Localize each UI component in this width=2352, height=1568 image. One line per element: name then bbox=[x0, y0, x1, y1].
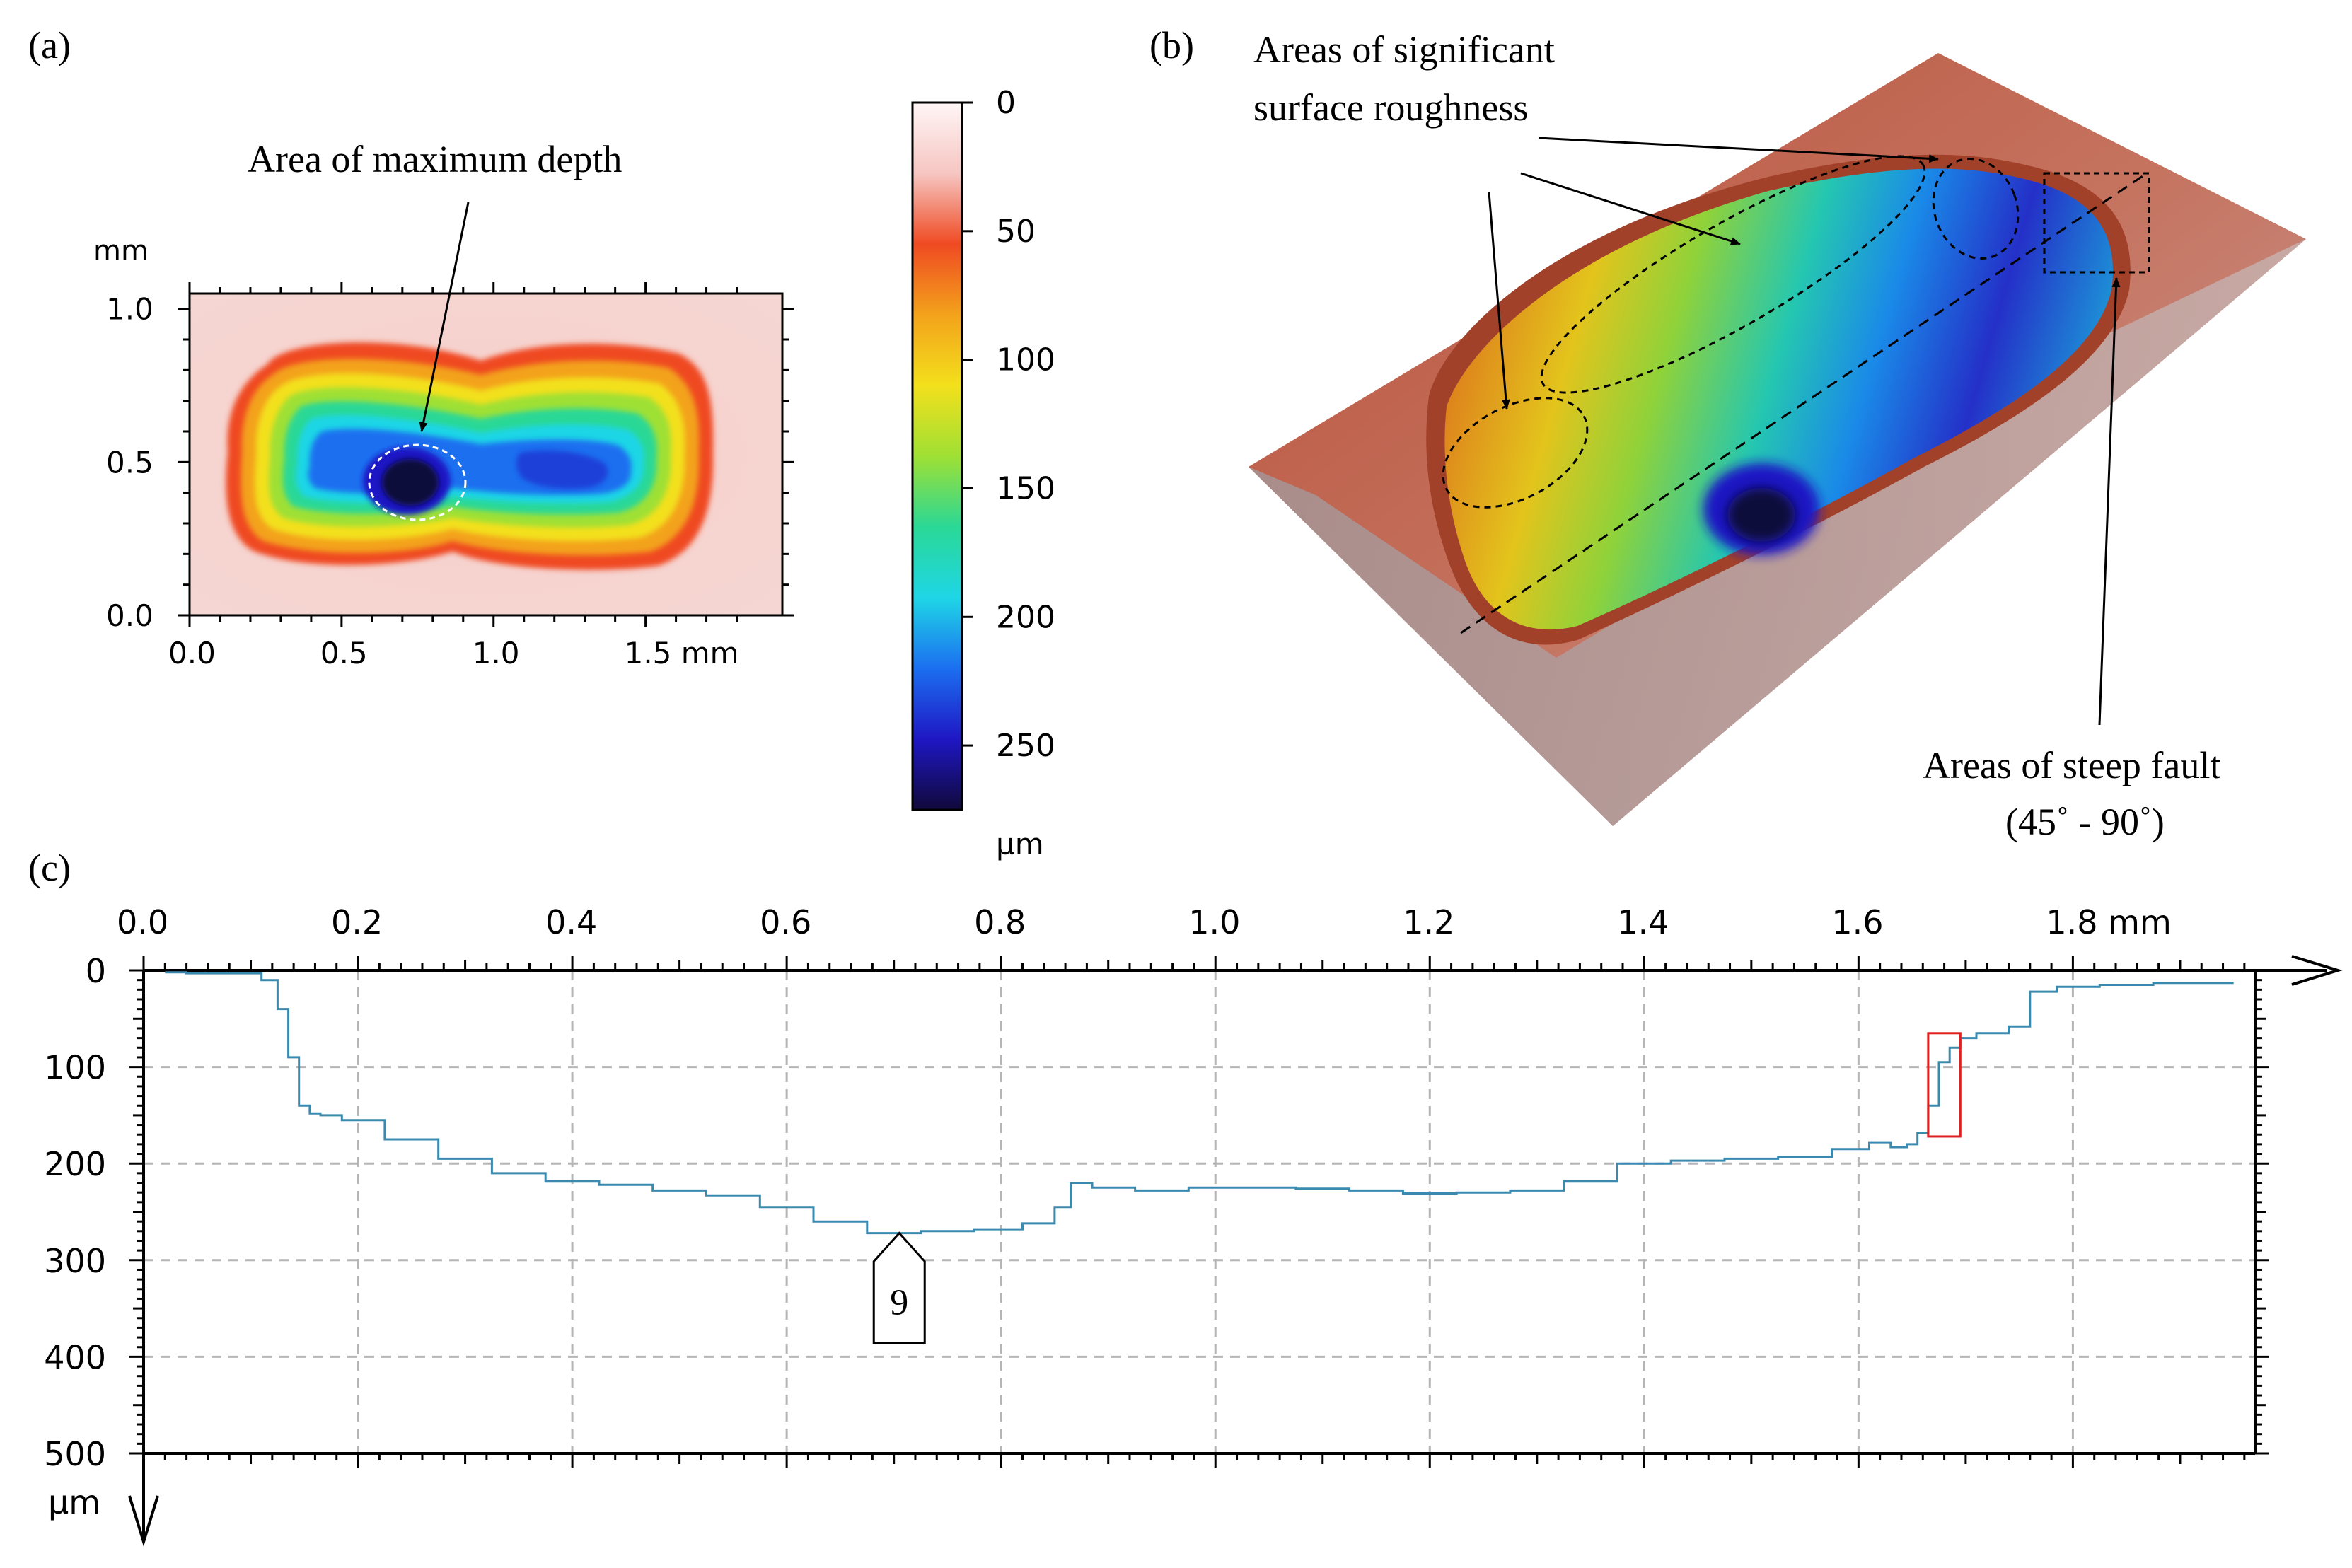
profile-line bbox=[1460, 172, 2148, 634]
profile-y-tick-label: 400 bbox=[44, 1338, 106, 1376]
profile-x-tick-label: 0.4 bbox=[545, 903, 597, 941]
profile-axes bbox=[128, 955, 2343, 1547]
heatmap-y-tick-label: 0.0 bbox=[106, 598, 153, 633]
fault-annotation-line2: (45˚ - 90˚) bbox=[2005, 801, 2165, 843]
heatmap-y-tick-label: 0.5 bbox=[106, 445, 153, 480]
max-depth-arrow bbox=[419, 202, 470, 432]
colorbar-unit: µm bbox=[996, 827, 1044, 861]
fault-arrow bbox=[2098, 277, 2121, 726]
colorbar-tick-label: 0 bbox=[996, 85, 1016, 121]
profile-marker: 9 bbox=[872, 1231, 926, 1345]
profile-y-unit: µm bbox=[48, 1483, 100, 1521]
heatmap-plot: mm 0.0 0.5 1.0 1.5 mm 1.0 0.5 0.0 Area of maxi… bbox=[93, 138, 794, 670]
profile-y-tick-label: 200 bbox=[44, 1145, 106, 1183]
colorbar-gradient-bar bbox=[911, 101, 963, 811]
panel-a-label: (a) bbox=[28, 24, 71, 66]
colorbar-tick-label: 200 bbox=[996, 599, 1055, 635]
profile-x-tick-label: 1.6 bbox=[1831, 903, 1883, 941]
profile-x-tick-label: 0.0 bbox=[117, 903, 168, 941]
heatmap-x-tick-label: 0.0 bbox=[168, 636, 216, 670]
profile-x-tick-label: 1.0 bbox=[1188, 903, 1240, 941]
max-depth-ellipse bbox=[368, 443, 467, 521]
heatmap-y-unit: mm bbox=[93, 235, 149, 267]
colorbar: 0 50 100 150 200 250 µm bbox=[911, 85, 1055, 861]
pit-deepest-zone bbox=[1727, 488, 1795, 542]
heatmap-axes bbox=[178, 282, 794, 627]
roughness-annotation-line2: surface roughness bbox=[1253, 86, 1528, 129]
profile-x-tick-label: 0.2 bbox=[331, 903, 383, 941]
profile-series-line bbox=[165, 971, 2234, 1235]
profile-y-tick-label: 500 bbox=[44, 1435, 106, 1473]
profile-tick-labels: 0.0 0.2 0.4 0.6 0.8 1.0 1.2 1.4 1.6 1.8 mm 0 100 200… bbox=[44, 903, 2172, 1521]
profile-x-tick-label: 0.8 bbox=[974, 903, 1026, 941]
profile-x-tick-label: 1.4 bbox=[1617, 903, 1669, 941]
heatmap-x-tick-label: 1.5 mm bbox=[625, 636, 739, 670]
profile-y-tick-label: 0 bbox=[86, 952, 106, 990]
roughness-arrow-center bbox=[1520, 172, 1741, 245]
pit-colored-surface bbox=[1444, 168, 2114, 630]
heatmap-x-tick-label: 1.0 bbox=[473, 636, 520, 670]
steep-fault-highlight bbox=[1927, 1032, 1962, 1138]
panel-b: (b) Areas of significant surface roughne… bbox=[1149, 24, 2306, 843]
profile-y-tick-label: 100 bbox=[44, 1049, 106, 1087]
roughness-arrow-left bbox=[1488, 192, 1510, 410]
steep-fault-box bbox=[2043, 172, 2150, 274]
surface-3d-render bbox=[1249, 53, 2306, 826]
roughness-ellipse-center bbox=[1540, 155, 1926, 394]
heatmap-tick-labels: 0.0 0.5 1.0 1.5 mm 1.0 0.5 0.0 bbox=[106, 292, 739, 670]
max-depth-annotation: Area of maximum depth bbox=[248, 138, 622, 180]
roughness-arrow-right bbox=[1538, 137, 1939, 163]
profile-marker-callout bbox=[872, 1231, 926, 1345]
colorbar-tick-label: 150 bbox=[996, 470, 1055, 506]
profile-grid bbox=[144, 970, 2255, 1453]
colorbar-tick-label: 50 bbox=[996, 214, 1036, 250]
colorbar-tick-label: 250 bbox=[996, 728, 1055, 764]
heatmap-x-tick-label: 0.5 bbox=[320, 636, 368, 670]
profile-y-axis-arrow bbox=[128, 1495, 159, 1547]
roughness-annotation-line1: Areas of significant bbox=[1253, 28, 1555, 71]
profile-x-tick-label: 1.2 bbox=[1403, 903, 1454, 941]
panel-a: (a) mm 0.0 0.5 1.0 1.5 mm 1.0 0.5 0.0 Area of … bbox=[28, 24, 794, 670]
roughness-ellipse-left bbox=[1442, 397, 1589, 509]
profile-x-tick-label: 1.8 mm bbox=[2046, 903, 2171, 941]
profile-marker-label: 9 bbox=[890, 1283, 908, 1323]
panel-c: (c) 0.0 0.2 0.4 0.6 0.8 1.0 1.2 1.4 1.6 1.8 mm 0 10… bbox=[28, 847, 2343, 1547]
colorbar-tick-label: 100 bbox=[996, 342, 1055, 378]
colorbar-ticks: 0 50 100 150 200 250 bbox=[962, 85, 1055, 764]
heatmap-deepest-zone bbox=[382, 459, 439, 506]
heatmap-y-tick-label: 1.0 bbox=[106, 292, 153, 327]
heatmap-contour-blue-right bbox=[516, 450, 608, 489]
panel-c-label: (c) bbox=[28, 847, 71, 889]
roughness-ellipse-right bbox=[1932, 157, 2020, 260]
heatmap-frame bbox=[188, 292, 784, 617]
panel-b-label: (b) bbox=[1149, 24, 1194, 66]
fault-annotation-line1: Areas of steep fault bbox=[1923, 744, 2220, 786]
profile-x-tick-label: 0.6 bbox=[760, 903, 811, 941]
profile-y-tick-label: 300 bbox=[44, 1242, 106, 1280]
profile-x-axis-arrow bbox=[2291, 955, 2343, 986]
